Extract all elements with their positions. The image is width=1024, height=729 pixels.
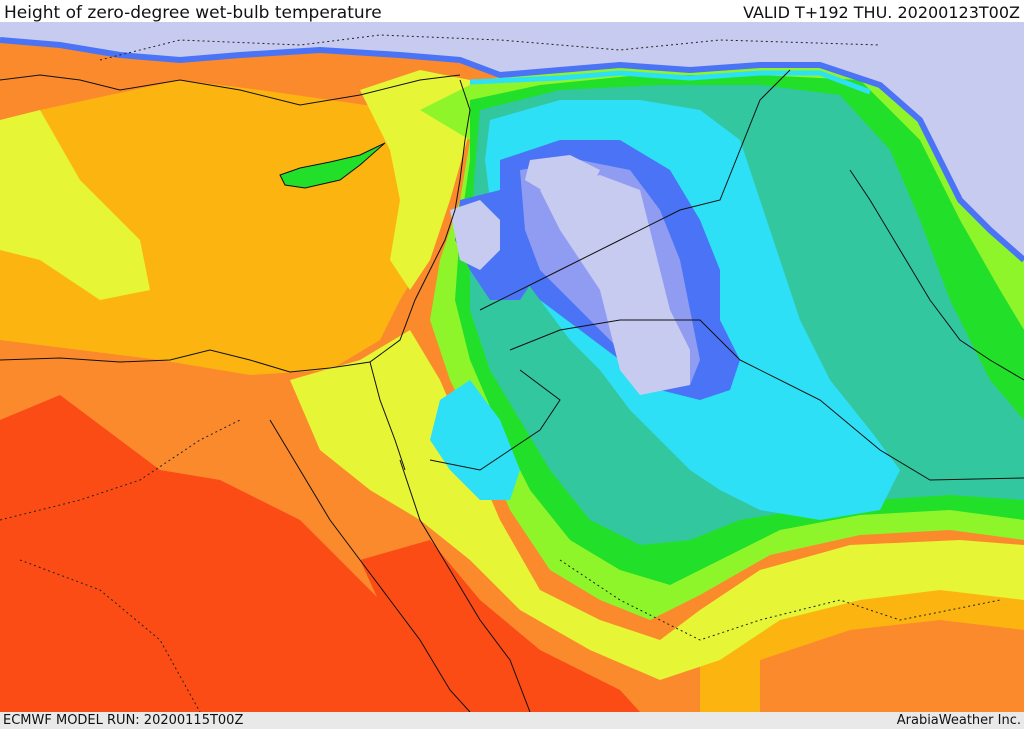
map-title: Height of zero-degree wet-bulb temperatu…: [4, 3, 382, 23]
band-yellow-west: [0, 110, 150, 300]
band-red-orange-south: [360, 540, 640, 712]
coastline-red-sea-east: [399, 459, 531, 712]
coastline-turkey: [0, 74, 461, 106]
band-gold-med: [0, 80, 450, 375]
cyprus: [279, 142, 386, 189]
band-cyan-west: [430, 380, 520, 500]
band-orange-southeast: [760, 620, 1024, 712]
band-blue-north-edge: [0, 37, 1024, 263]
band-cyan-north-edge: [469, 70, 871, 95]
band-red-orange-egypt: [0, 395, 450, 712]
model-run-label: ECMWF MODEL RUN: 20200115T00Z: [3, 713, 244, 728]
credit-label: ArabiaWeather Inc.: [896, 713, 1021, 728]
band-yellow-coast: [360, 70, 470, 290]
border-egypt-sinai: [369, 361, 406, 471]
border-dotted-2: [559, 559, 1001, 641]
band-lavender-lebanon: [450, 200, 500, 270]
coastline-med-south: [0, 79, 471, 373]
coastline-gulf: [849, 169, 1024, 381]
border-jordan: [509, 319, 1024, 481]
weather-map[interactable]: [0, 20, 1024, 712]
footer: ECMWF MODEL RUN: 20200115T00Z ArabiaWeat…: [0, 712, 1024, 729]
band-lavender-north: [0, 20, 1024, 260]
border-saudi: [429, 369, 561, 471]
band-lavender-iraq: [540, 175, 690, 395]
header: Height of zero-degree wet-bulb temperatu…: [0, 0, 1024, 23]
coastline-red-sea-west: [269, 419, 471, 712]
band-lavender-syria: [525, 155, 600, 195]
border-dotted-1: [0, 419, 241, 521]
valid-time: VALID T+192 THU. 20200123T00Z: [743, 3, 1020, 22]
band-yellow-mid: [290, 330, 1024, 680]
border-iraq-syria: [479, 69, 791, 311]
